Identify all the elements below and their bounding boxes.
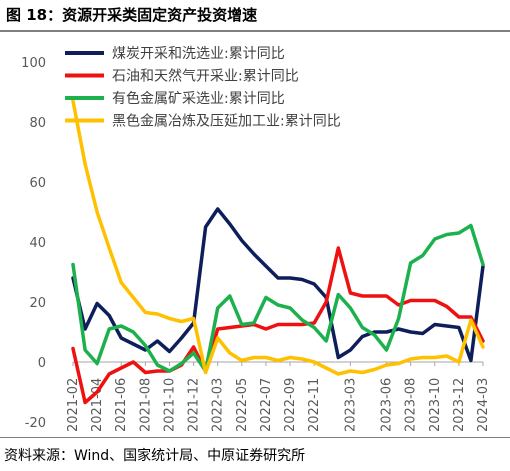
x-tick-label: 2022-03 — [211, 378, 226, 432]
series-line-2 — [71, 246, 485, 405]
chart-legend: 煤炭开采和洗选业:累计同比石油和天然气开采业:累计同比有色金属矿采选业:累计同比… — [65, 46, 341, 130]
x-tick-label: 2023-10 — [428, 378, 443, 432]
x-tick-label: 2021-06 — [114, 378, 129, 432]
x-tick-label: 2023-03 — [343, 378, 358, 432]
y-tick-label: 40 — [29, 236, 46, 251]
legend-label-3: 有色金属矿采选业:累计同比 — [112, 90, 285, 107]
legend-label-1: 煤炭开采和洗选业:累计同比 — [112, 46, 285, 62]
y-tick-label: 60 — [29, 176, 46, 191]
legend-label-2: 石油和天然气开采业:累计同比 — [112, 68, 299, 85]
y-tick-label: 80 — [29, 116, 46, 131]
x-tick-label: 2022-07 — [259, 378, 274, 432]
y-tick-label: -20 — [25, 416, 46, 431]
series-line-3 — [71, 223, 485, 373]
x-tick-label: 2021-04 — [90, 378, 105, 432]
series-line-4 — [71, 99, 485, 376]
x-tick-label: 2021-12 — [187, 378, 202, 432]
chart-series-lines — [71, 99, 485, 405]
figure-source: 资料来源：Wind、国家统计局、中原证券研究所 — [4, 448, 306, 464]
chart-axes: -20 0 20 40 60 80 100 2021-02 2021-04 2021-06 2021… — [21, 56, 491, 432]
x-tick-label: 2022-05 — [235, 378, 250, 432]
series-line-1 — [71, 207, 485, 363]
x-tick-label: 2023-08 — [404, 378, 419, 432]
legend-label-4: 黑色金属冶炼及压延加工业:累计同比 — [112, 113, 341, 130]
y-tick-label: 100 — [21, 56, 46, 71]
x-tick-label: 2021-10 — [162, 378, 177, 432]
title-divider — [0, 30, 510, 32]
source-divider — [0, 437, 510, 438]
x-tick-label: 2021-02 — [66, 378, 81, 432]
y-tick-label: 20 — [29, 296, 46, 311]
x-tick-label: 2022-11 — [307, 378, 322, 432]
figure-title: 图 18：资源开采类固定资产投资增速 — [6, 6, 258, 24]
x-tick-label: 2021-08 — [138, 378, 153, 432]
x-tick-label: 2023-12 — [452, 378, 467, 432]
y-tick-label: 0 — [38, 356, 46, 371]
line-chart: -20 0 20 40 60 80 100 2021-02 2021-04 2021-06 2021… — [21, 46, 491, 432]
x-tick-label: 2024-03 — [476, 378, 491, 432]
x-tick-label: 2022-09 — [283, 378, 298, 432]
x-tick-label: 2023-06 — [380, 378, 395, 432]
